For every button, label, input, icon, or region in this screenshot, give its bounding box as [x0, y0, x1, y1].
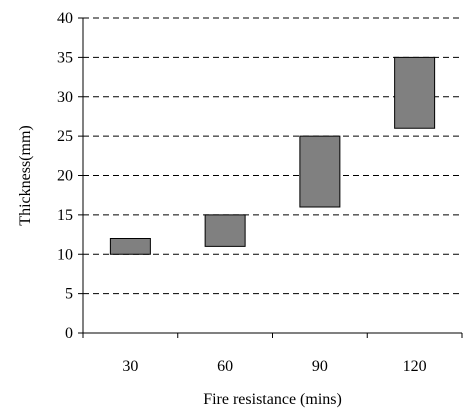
- bar-90: [299, 135, 341, 208]
- y-tick-label-0: 0: [65, 325, 73, 342]
- y-tick-label-35: 35: [57, 49, 73, 66]
- y-tick-label-5: 5: [65, 286, 73, 303]
- x-tick-labels: 30 60 90 120: [82, 333, 463, 375]
- x-tick-label-30: 30: [122, 358, 138, 375]
- bar-60: [204, 214, 246, 247]
- y-tick-label-10: 10: [57, 246, 73, 263]
- x-tick-label-90: 90: [312, 358, 328, 375]
- bar-120: [394, 56, 436, 129]
- x-tick-label-60: 60: [217, 358, 233, 375]
- y-tick-label-15: 15: [57, 207, 73, 224]
- y-tick-label-25: 25: [57, 128, 73, 145]
- bar-layer: [109, 56, 436, 255]
- bar-30: [109, 238, 151, 255]
- y-axis-title: Thickness(mm): [17, 125, 34, 225]
- y-tick-label-40: 40: [57, 10, 73, 27]
- x-axis-title: Fire resistance (mins): [203, 391, 342, 408]
- y-tick-label-20: 20: [57, 168, 73, 185]
- x-tick-label-120: 120: [403, 358, 427, 375]
- y-tick-label-30: 30: [57, 89, 73, 106]
- y-tick-labels: 0 5 10 15 20 25 30 35 40: [57, 10, 83, 342]
